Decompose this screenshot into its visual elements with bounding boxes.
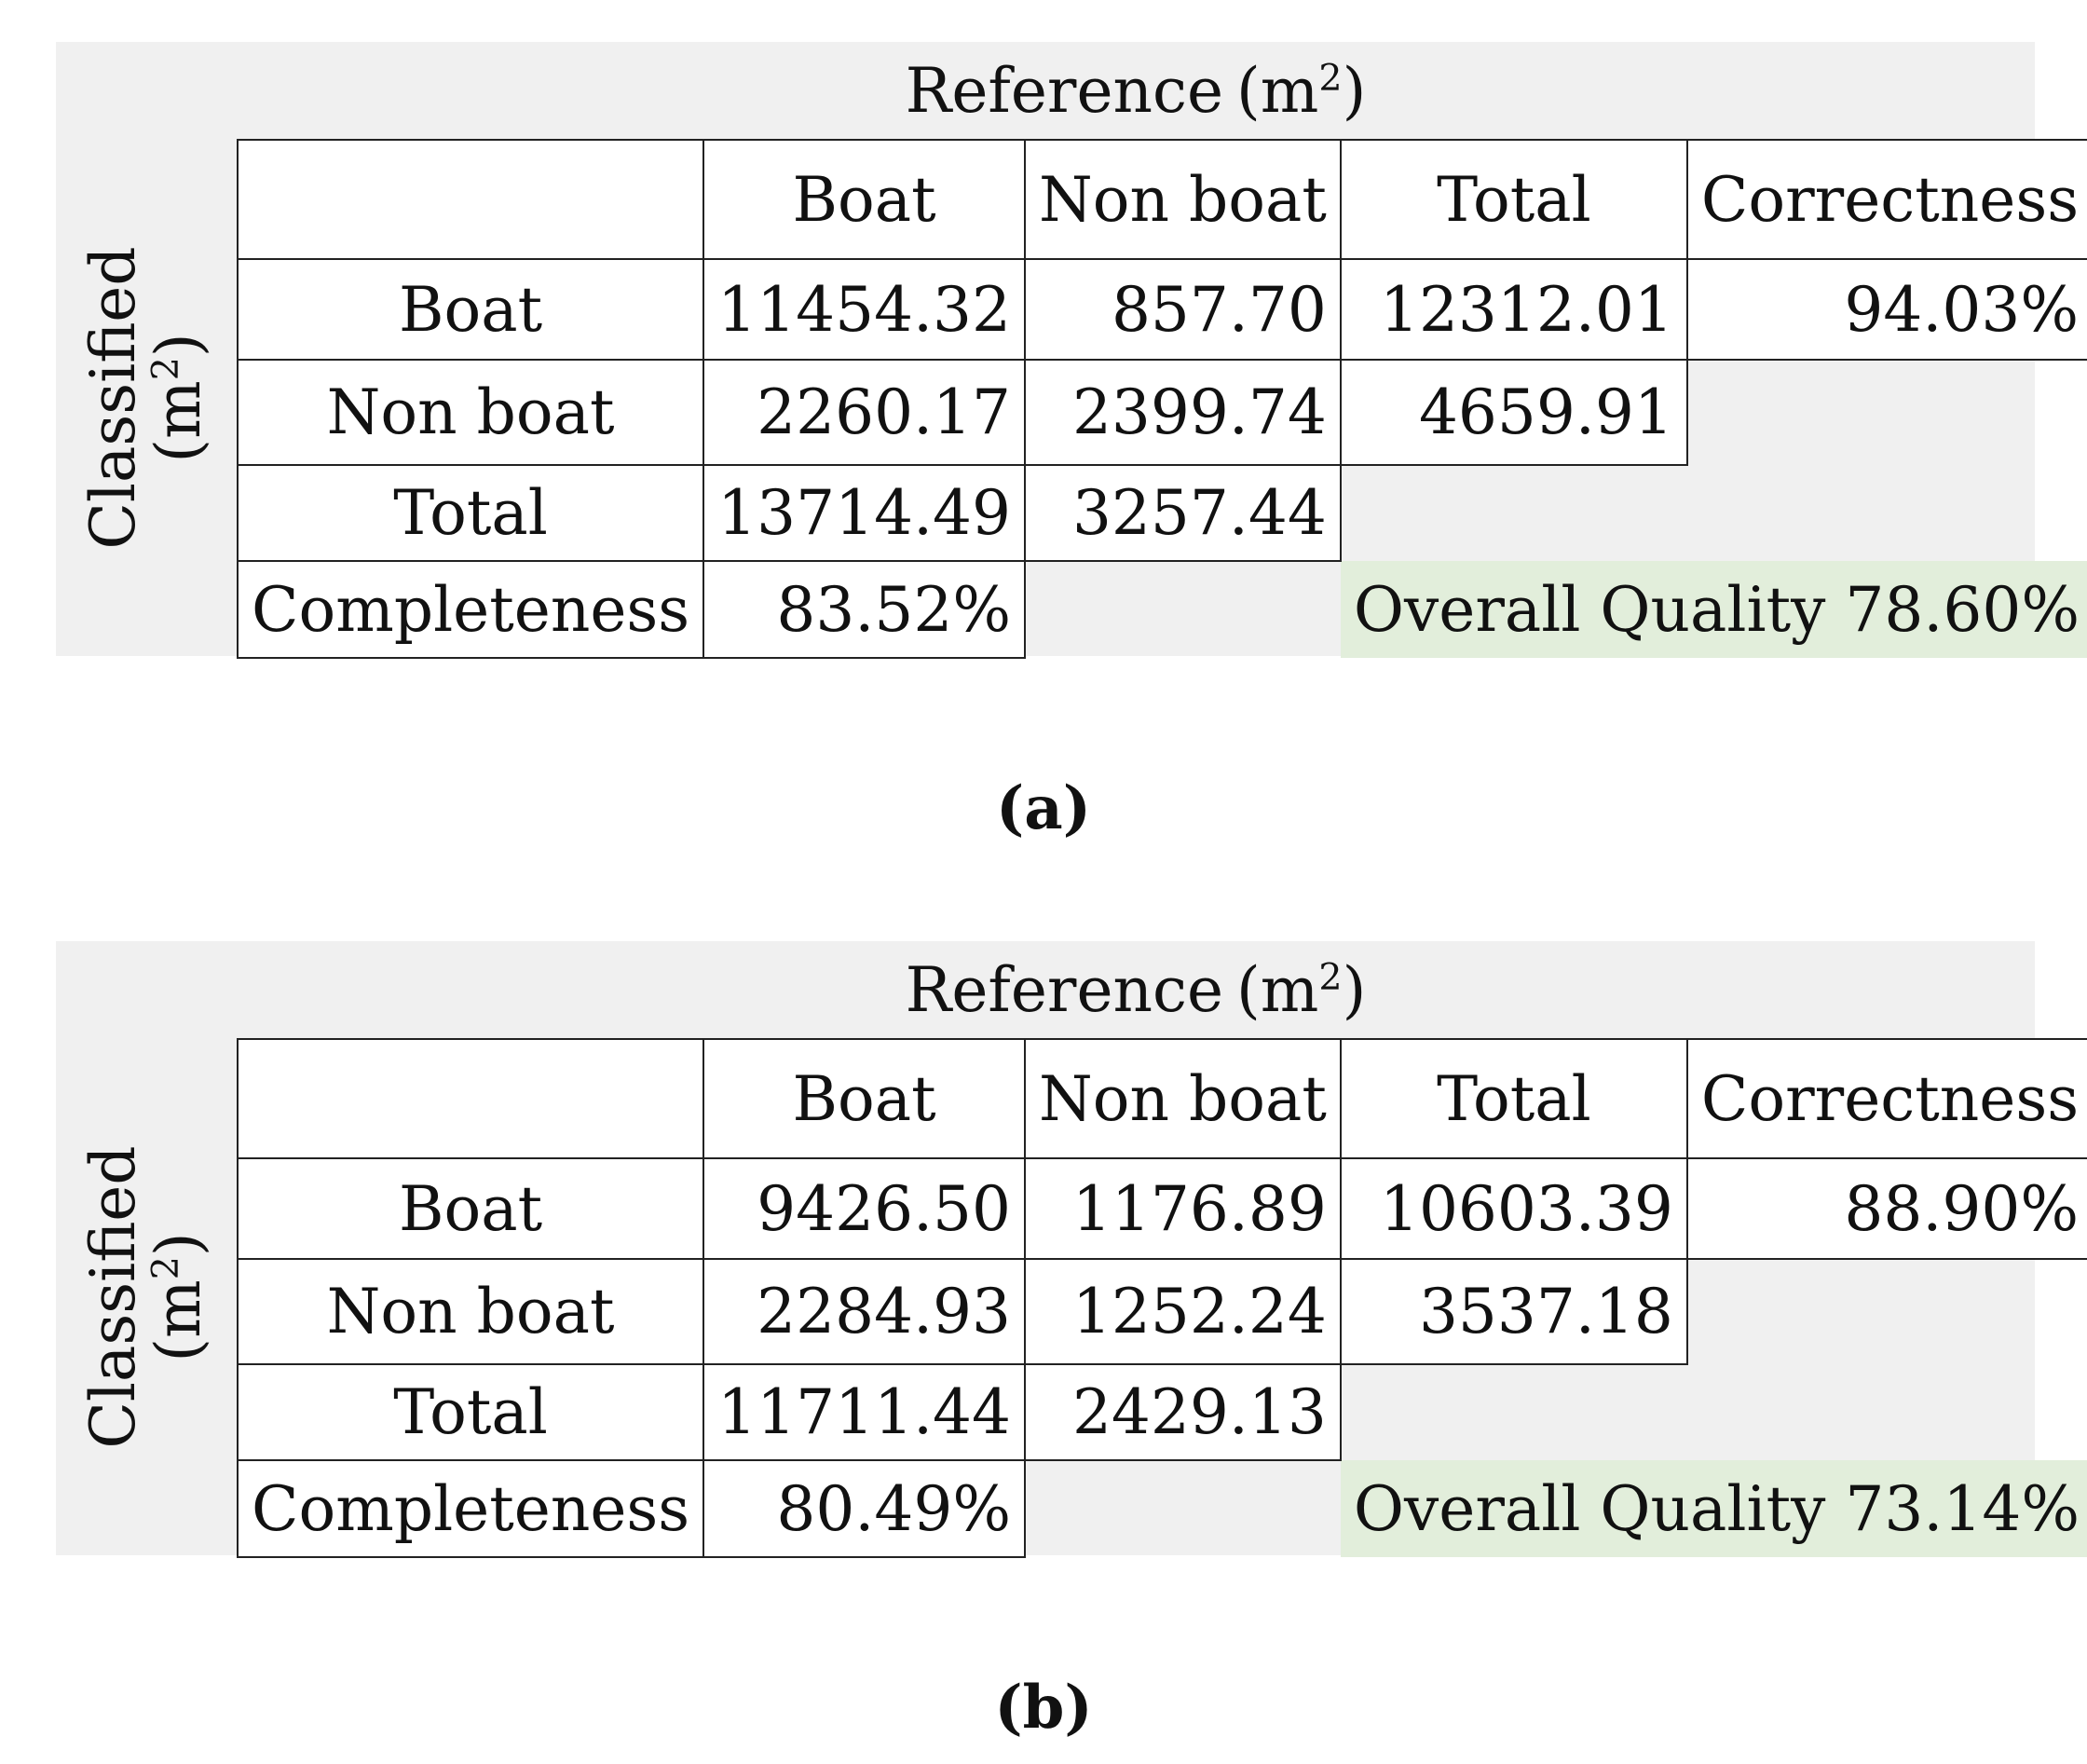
row-label-boat: Boat <box>236 1157 705 1260</box>
cell-value: 9426.50 <box>702 1157 1027 1260</box>
reference-label: Reference <box>905 55 1224 127</box>
table-row: Boat 11454.32 857.70 12312.01 94.03% <box>236 258 2087 361</box>
reference-header: Reference (m2) <box>237 42 2035 140</box>
header-row: Boat Non boat Total Correctness <box>236 1038 2087 1159</box>
cell-value: 10603.39 <box>1339 1157 1688 1260</box>
cell-value: 4659.91 <box>1339 359 1688 466</box>
classified-rotated-label: Classified (m2) <box>77 246 214 550</box>
cell-value: 2284.93 <box>702 1258 1027 1365</box>
cell-value: 80.49% <box>702 1459 1027 1558</box>
reference-label: Reference <box>905 954 1224 1026</box>
cell-value: 3537.18 <box>1339 1258 1688 1365</box>
row-label-total: Total <box>236 464 705 562</box>
table-row: Total 13714.49 3257.44 <box>236 464 2087 562</box>
col-header-total: Total <box>1339 1038 1688 1159</box>
cell-value: 3257.44 <box>1024 464 1342 562</box>
cell-value: 2429.13 <box>1024 1363 1342 1461</box>
table-row: Completeness 83.52% Overall Quality 78.6… <box>236 560 2087 659</box>
caption-b: (b) <box>994 1673 1093 1743</box>
classified-unit: (m2) <box>143 333 214 463</box>
col-header-total: Total <box>1339 139 1688 260</box>
empty-cell <box>1341 1364 1687 1460</box>
classified-unit: (m2) <box>143 1232 214 1362</box>
overall-quality: Overall Quality 78.60% <box>1340 561 2087 658</box>
row-label-total: Total <box>236 1363 705 1461</box>
col-header-correctness: Correctness <box>1685 139 2087 260</box>
classified-header: Classified (m2) <box>56 140 237 656</box>
empty-cell <box>1341 465 1687 561</box>
corner-cell <box>236 1038 705 1159</box>
empty-cell <box>1687 1259 2087 1364</box>
cell-value: 2399.74 <box>1024 359 1342 466</box>
row-label-nonboat: Non boat <box>236 1258 705 1365</box>
cell-value: 11454.32 <box>702 258 1027 361</box>
col-header-nonboat: Non boat <box>1024 139 1342 260</box>
col-header-boat: Boat <box>702 1038 1027 1159</box>
cell-value: 857.70 <box>1024 258 1342 361</box>
classified-label: Classified <box>77 1145 149 1449</box>
reference-header: Reference (m2) <box>237 941 2035 1039</box>
cell-value: 83.52% <box>702 560 1027 659</box>
classified-header: Classified (m2) <box>56 1039 237 1555</box>
table-row: Non boat 2284.93 1252.24 3537.18 <box>236 1258 2087 1365</box>
caption-a: (a) <box>995 773 1092 843</box>
col-header-nonboat: Non boat <box>1024 1038 1342 1159</box>
classified-rotated-label: Classified (m2) <box>77 1145 214 1449</box>
empty-cell <box>1025 561 1341 658</box>
empty-cell <box>1687 1364 2087 1460</box>
col-header-correctness: Correctness <box>1685 1038 2087 1159</box>
confusion-matrix-a: Reference (m2) Classified (m2) Boat Non … <box>56 42 2087 659</box>
matrix-table: Boat Non boat Total Correctness Boat 942… <box>236 1038 2087 1558</box>
table-row: Completeness 80.49% Overall Quality 73.1… <box>236 1459 2087 1558</box>
cell-value: 12312.01 <box>1339 258 1688 361</box>
table-row: Total 11711.44 2429.13 <box>236 1363 2087 1461</box>
row-label-completeness: Completeness <box>236 560 705 659</box>
reference-unit: (m2) <box>1236 55 1367 127</box>
cell-value: 1176.89 <box>1024 1157 1342 1260</box>
empty-cell <box>1687 360 2087 465</box>
confusion-matrix-b: Reference (m2) Classified (m2) Boat Non … <box>56 941 2087 1558</box>
table-row: Boat 9426.50 1176.89 10603.39 88.90% <box>236 1157 2087 1260</box>
empty-cell <box>1687 465 2087 561</box>
classified-label: Classified <box>77 246 149 550</box>
cell-value: 1252.24 <box>1024 1258 1342 1365</box>
table-row: Non boat 2260.17 2399.74 4659.91 <box>236 359 2087 466</box>
row-label-nonboat: Non boat <box>236 359 705 466</box>
matrix-table: Boat Non boat Total Correctness Boat 114… <box>236 139 2087 659</box>
cell-value: 88.90% <box>1685 1157 2087 1260</box>
col-header-boat: Boat <box>702 139 1027 260</box>
row-label-boat: Boat <box>236 258 705 361</box>
corner-cell <box>236 139 705 260</box>
row-label-completeness: Completeness <box>236 1459 705 1558</box>
cell-value: 11711.44 <box>702 1363 1027 1461</box>
empty-cell <box>1025 1460 1341 1557</box>
reference-unit: (m2) <box>1236 954 1367 1026</box>
overall-quality: Overall Quality 73.14% <box>1340 1460 2087 1557</box>
cell-value: 13714.49 <box>702 464 1027 562</box>
cell-value: 94.03% <box>1685 258 2087 361</box>
cell-value: 2260.17 <box>702 359 1027 466</box>
header-row: Boat Non boat Total Correctness <box>236 139 2087 260</box>
